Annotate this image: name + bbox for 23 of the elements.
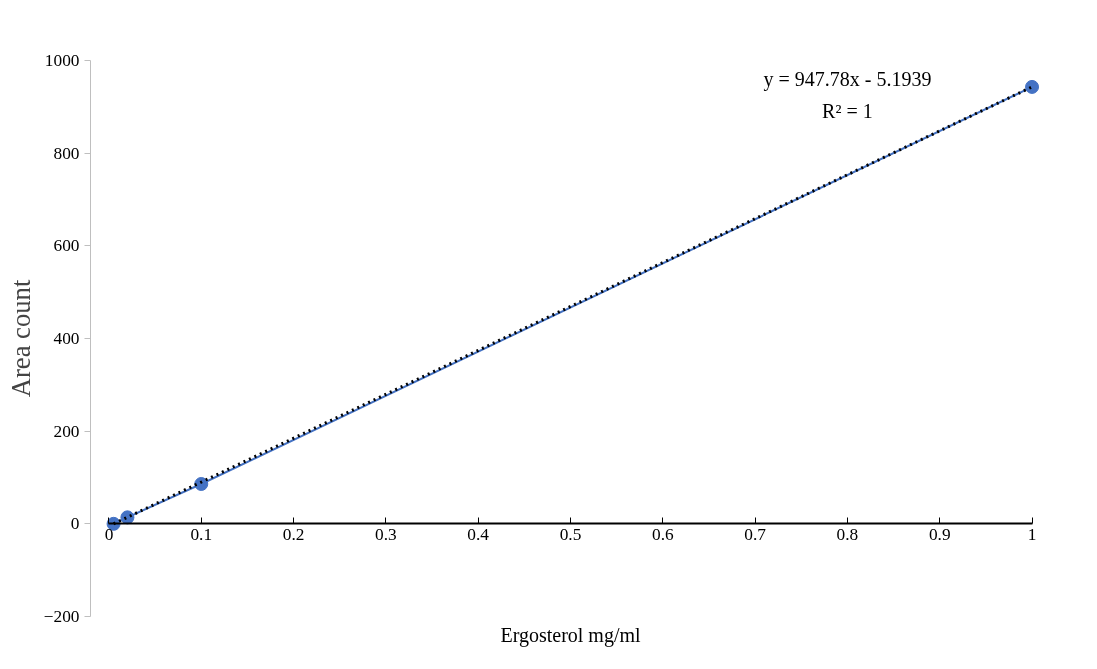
x-tick-label: 0 xyxy=(104,524,114,544)
x-tick-label: 0.6 xyxy=(651,524,674,544)
annotation: y = 947.78x - 5.1939 xyxy=(763,68,932,92)
y-tick-label: 1000 xyxy=(44,51,80,70)
y-tick-label: −200 xyxy=(43,607,80,626)
point xyxy=(194,477,209,491)
x-axis-title: Ergosterol mg/ml xyxy=(500,623,642,647)
annotation: R² = 1 xyxy=(822,100,873,123)
y-axis-title: Area count xyxy=(5,279,36,398)
y-tick-label: 400 xyxy=(53,329,80,348)
y-tick-label: 600 xyxy=(53,236,80,256)
x-tick-label: 0.1 xyxy=(190,524,213,544)
x-tick-label: 0.9 xyxy=(928,524,951,544)
x-tick-label: 0.7 xyxy=(744,524,767,544)
x-tick-label: 0.5 xyxy=(559,524,582,544)
y-tick-label: 800 xyxy=(53,143,80,163)
x-tick-label: 0.2 xyxy=(282,524,305,544)
x-tick-label: 0.3 xyxy=(375,524,397,544)
point xyxy=(1025,79,1040,94)
x-tick-label: 0.8 xyxy=(836,524,859,544)
y-tick-label: 200 xyxy=(53,421,80,441)
x-tick-label: 0.4 xyxy=(467,524,490,544)
x-tick-label: 1 xyxy=(1027,524,1037,544)
